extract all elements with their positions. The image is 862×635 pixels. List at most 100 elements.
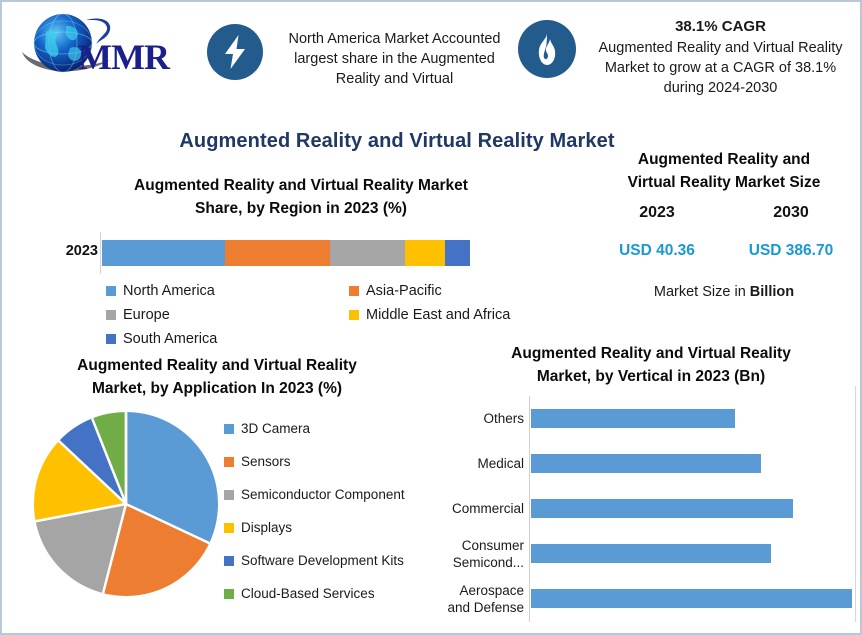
globe-icon bbox=[33, 13, 93, 73]
region-segment bbox=[329, 240, 405, 266]
vertical-bar-fill bbox=[531, 544, 771, 563]
region-legend-label: Middle East and Africa bbox=[366, 307, 511, 323]
vertical-plot-right-edge bbox=[855, 386, 856, 622]
region-share-chart: Augmented Reality and Virtual Reality Ma… bbox=[16, 174, 586, 349]
market-size-year-2030: 2030 bbox=[773, 204, 809, 221]
flame-icon bbox=[538, 33, 556, 65]
application-legend-item: Software Development Kits bbox=[224, 544, 439, 577]
market-size-values: USD 40.36 USD 386.70 bbox=[590, 242, 858, 260]
legend-swatch-icon bbox=[224, 423, 234, 434]
pie-slice-divider bbox=[125, 502, 210, 545]
legend-swatch-icon bbox=[224, 489, 234, 500]
vertical-bar-track bbox=[530, 486, 858, 531]
market-size-year-2023: 2023 bbox=[639, 204, 675, 221]
flame-badge bbox=[518, 20, 576, 78]
vertical-bar-label-line: and Defense bbox=[447, 599, 524, 615]
region-title-line1: Augmented Reality and Virtual Reality Ma… bbox=[134, 177, 468, 194]
region-legend-item: Middle East and Africa bbox=[331, 303, 556, 327]
region-plot-area: 2023 bbox=[16, 232, 586, 276]
region-legend-label: Europe bbox=[123, 307, 170, 323]
page-title: Augmented Reality and Virtual Reality Ma… bbox=[179, 130, 615, 152]
legend-swatch-icon bbox=[224, 456, 234, 467]
vertical-bar-label-line: Commercial bbox=[451, 501, 524, 516]
vertical-bar-fill bbox=[531, 499, 794, 518]
legend-swatch-icon bbox=[106, 310, 116, 320]
application-legend-item: Semiconductor Component bbox=[224, 478, 439, 511]
region-segment bbox=[224, 240, 330, 266]
region-plot bbox=[100, 232, 487, 274]
application-legend-item: Cloud-Based Services bbox=[224, 577, 439, 610]
application-legend-label: Software Development Kits bbox=[241, 553, 404, 568]
legend-swatch-icon bbox=[349, 286, 359, 296]
vertical-bar-label-line: Consumer bbox=[461, 537, 524, 553]
north-america-note: North America Market Accounted largest s… bbox=[288, 31, 501, 87]
vertical-title-line1: Augmented Reality and Virtual Reality bbox=[511, 345, 791, 362]
vertical-bar-fill bbox=[531, 409, 736, 428]
application-title-line2: Market, by Application In 2023 (%) bbox=[91, 380, 343, 397]
legend-swatch-icon bbox=[224, 522, 234, 533]
application-legend-label: Cloud-Based Services bbox=[241, 586, 375, 601]
application-legend-label: Sensors bbox=[241, 454, 291, 469]
vertical-title-line2: Market, by Vertical in 2023 (Bn) bbox=[536, 368, 766, 385]
vertical-bar-track bbox=[530, 576, 858, 621]
lightning-bolt-icon bbox=[225, 35, 245, 69]
region-legend-item: North America bbox=[106, 279, 331, 303]
vertical-bar-label: Medical bbox=[434, 455, 530, 472]
application-legend-item: 3D Camera bbox=[224, 412, 439, 445]
application-legend: 3D Camera Sensors Semiconductor Component D… bbox=[224, 412, 439, 610]
logo-hook-icon bbox=[86, 18, 111, 44]
vertical-market-chart: Augmented Reality and Virtual Reality Ma… bbox=[434, 342, 858, 630]
vertical-bar-row: Consumer Semicond... bbox=[434, 531, 858, 576]
logo-swoosh-icon bbox=[22, 52, 110, 72]
region-segment bbox=[444, 240, 470, 266]
region-legend-label: Asia-Pacific bbox=[366, 283, 442, 299]
legend-swatch-icon bbox=[349, 310, 359, 320]
application-chart-title: Augmented Reality and Virtual Reality Ma… bbox=[12, 354, 422, 400]
market-size-panel: Augmented Reality and Virtual Reality Ma… bbox=[590, 148, 858, 300]
pie-slice-separators bbox=[35, 412, 210, 594]
vertical-bar-fill bbox=[531, 454, 762, 473]
vertical-bar-track bbox=[530, 396, 858, 441]
mmr-logo: MMR bbox=[20, 8, 195, 80]
vertical-chart-title: Augmented Reality and Virtual Reality Ma… bbox=[434, 342, 858, 388]
vertical-bar-row: Commercial bbox=[434, 486, 858, 531]
market-size-title-line2: Virtual Reality Market Size bbox=[627, 174, 821, 191]
vertical-bar-track bbox=[530, 441, 858, 486]
vertical-bar-label-line: Aerospace bbox=[459, 582, 524, 598]
market-size-title: Augmented Reality and Virtual Reality Ma… bbox=[590, 148, 858, 194]
application-legend-item: Sensors bbox=[224, 445, 439, 478]
region-legend-label: South America bbox=[123, 331, 218, 347]
pie-slice-divider bbox=[90, 418, 128, 505]
pie-slice-divider bbox=[58, 440, 127, 505]
vertical-bar-row: Medical bbox=[434, 441, 858, 486]
header: MMR North America Market Accounted large… bbox=[2, 2, 860, 122]
vertical-bar-row: Others bbox=[434, 396, 858, 441]
market-size-title-line1: Augmented Reality and bbox=[637, 151, 811, 168]
region-chart-title: Augmented Reality and Virtual Reality Ma… bbox=[16, 174, 586, 220]
region-legend-label: North America bbox=[123, 283, 215, 299]
legend-swatch-icon bbox=[106, 286, 116, 296]
region-stacked-bar bbox=[102, 240, 470, 266]
market-size-years: 2023 2030 bbox=[590, 204, 858, 222]
vertical-bar-label-line: Semicond... bbox=[452, 554, 524, 570]
vertical-bar-label: Commercial bbox=[434, 500, 530, 517]
vertical-bar-label: Others bbox=[434, 410, 530, 427]
market-size-value-2030: USD 386.70 bbox=[748, 242, 834, 259]
region-segment bbox=[102, 240, 225, 266]
legend-swatch-icon bbox=[224, 555, 234, 566]
application-share-chart: Augmented Reality and Virtual Reality Ma… bbox=[12, 354, 442, 629]
market-size-unit-note: Market Size in Billion bbox=[590, 284, 858, 300]
pie-slice-divider bbox=[101, 503, 128, 594]
cagr-note: 38.1% CAGR Augmented Reality and Virtual… bbox=[588, 17, 853, 98]
legend-swatch-icon bbox=[106, 334, 116, 344]
application-legend-label: Semiconductor Component bbox=[241, 487, 405, 502]
vertical-bar-label-line: Medical bbox=[477, 456, 524, 471]
region-legend-item: Asia-Pacific bbox=[331, 279, 556, 303]
vertical-bar-label: Consumer Semicond... bbox=[434, 537, 530, 571]
application-legend-label: 3D Camera bbox=[241, 421, 311, 436]
region-segment bbox=[404, 240, 445, 266]
vertical-bar-label-line: Others bbox=[483, 411, 524, 426]
pie-slice-divider bbox=[35, 502, 127, 523]
vertical-plot-area: Others Medical Commercial Consumer Semicond.… bbox=[434, 396, 858, 622]
